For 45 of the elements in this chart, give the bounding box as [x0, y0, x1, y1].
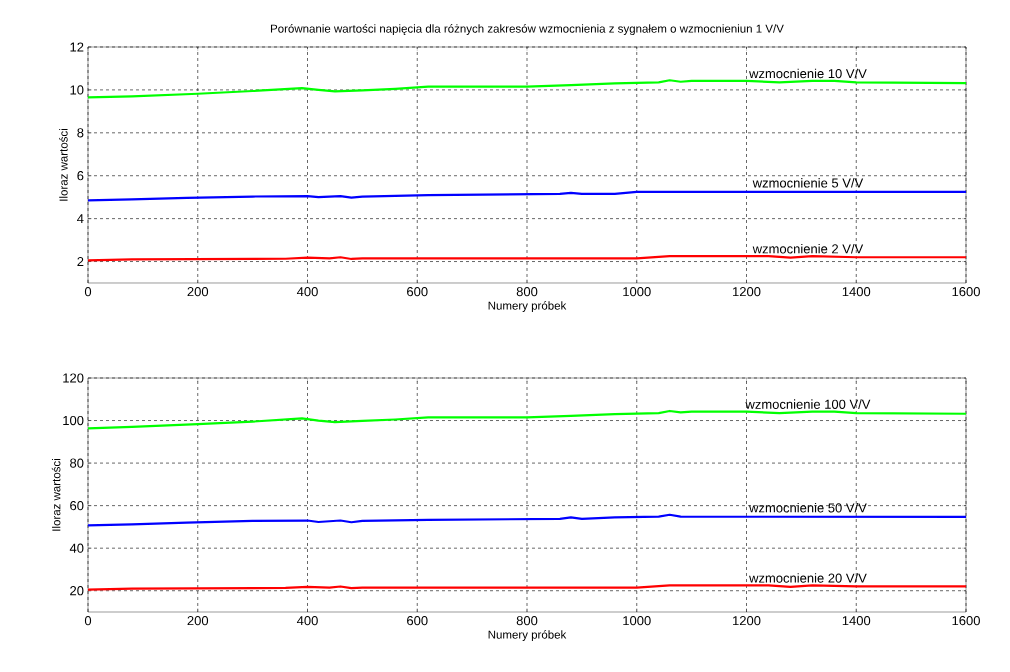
- y-tick-label: 40: [69, 543, 84, 553]
- x-tick-label: 1600: [952, 287, 980, 297]
- line-series: [88, 409, 967, 430]
- y-tick-label: 100: [63, 415, 84, 426]
- x-tick-label: 200: [187, 616, 209, 626]
- series-label: wzmocnienie 50 V/V: [749, 502, 867, 513]
- y-tick-label: 80: [70, 458, 84, 468]
- line-series: [88, 190, 967, 202]
- y-axis-title: Iloraz wartości: [51, 459, 61, 531]
- x-tick-label: 1400: [842, 616, 871, 626]
- y-tick-label: 120: [63, 373, 84, 383]
- x-axis-title: Numery próbek: [488, 630, 567, 641]
- line-series: [88, 79, 967, 99]
- y-tick-label: 12: [70, 42, 84, 52]
- y-tick-label: 60: [70, 501, 84, 511]
- x-tick-label: 0: [84, 287, 92, 297]
- y-tick-label: 6: [77, 171, 84, 181]
- series-label: wzmocnienie 10 V/V: [749, 68, 867, 79]
- x-tick-label: 1200: [733, 616, 761, 626]
- y-tick-label: 10: [70, 85, 84, 95]
- y-tick-label: 20: [70, 586, 84, 596]
- y-tick-label: 2: [77, 257, 84, 267]
- x-tick-label: 1000: [623, 616, 651, 626]
- x-tick-label: 1400: [842, 287, 871, 297]
- y-tick-label: 8: [77, 128, 84, 138]
- x-tick-label: 1000: [623, 287, 651, 297]
- x-tick-label: 600: [407, 616, 428, 626]
- x-tick-label: 400: [296, 287, 318, 297]
- x-tick-label: 1600: [952, 616, 980, 626]
- series-label: wzmocnienie 100 V/V: [745, 399, 871, 409]
- series-label: wzmocnienie 2 V/V: [752, 243, 864, 254]
- chart-title: Porównanie wartości napięcia dla różnych zakresów wzmocnienia z sygnałem o wzmocnieniun 1 V/V: [270, 24, 784, 35]
- x-tick-label: 800: [516, 287, 538, 297]
- x-tick-label: 200: [187, 287, 209, 297]
- x-tick-label: 400: [296, 616, 318, 626]
- y-tick-label: 4: [77, 214, 84, 224]
- line-series: [88, 513, 967, 527]
- x-tick-label: 800: [516, 616, 538, 626]
- series-label: wzmocnienie 5 V/V: [752, 178, 864, 188]
- x-axis-title: Numery próbek: [488, 301, 567, 312]
- x-tick-label: 1200: [733, 287, 761, 297]
- x-tick-label: 600: [407, 287, 428, 297]
- series-label: wzmocnienie 20 V/V: [749, 573, 867, 583]
- y-axis-title: Iloraz wartości: [59, 129, 68, 201]
- x-tick-label: 0: [84, 616, 92, 626]
